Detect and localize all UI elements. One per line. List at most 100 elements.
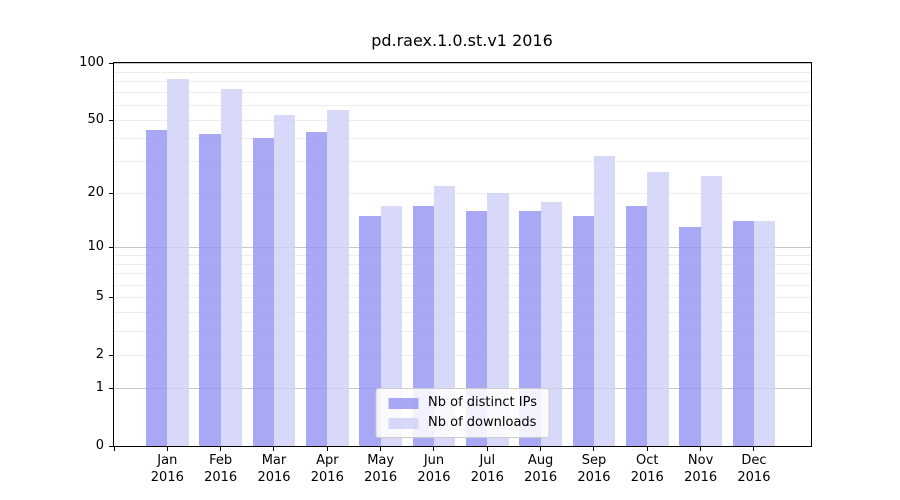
gridline-minor	[114, 137, 811, 139]
bar-downloads-feb	[220, 88, 242, 446]
x-tick-year: 2016	[577, 470, 611, 485]
x-tick-month: Oct	[636, 453, 659, 468]
bar-downloads-mar	[273, 114, 296, 446]
x-tick	[380, 447, 382, 451]
x-tick-month: May	[367, 453, 395, 468]
x-tick	[753, 447, 755, 451]
x-tick	[700, 447, 702, 451]
bar-distinct-ips-nov	[679, 226, 701, 446]
x-tick-label: Sep 2016	[554, 452, 634, 486]
x-tick	[433, 447, 435, 451]
x-tick-month: Sep	[581, 453, 607, 468]
bar-downloads-nov	[700, 175, 722, 446]
x-tick-year: 2016	[150, 470, 184, 485]
x-tick-year: 2016	[257, 470, 291, 485]
bar-distinct-ips-jun	[412, 206, 434, 446]
x-tick-year: 2016	[470, 470, 504, 485]
x-tick	[593, 447, 595, 451]
x-tick-label: Nov 2016	[661, 452, 741, 486]
x-tick-year: 2016	[417, 470, 451, 485]
bar-downloads-sep	[593, 155, 616, 446]
y-tick-label: 2	[95, 346, 104, 362]
legend-swatch-distinct-ips-icon	[388, 397, 419, 409]
x-tick-month: Nov	[687, 453, 714, 468]
x-tick	[540, 447, 542, 451]
x-tick	[273, 447, 275, 451]
gridline-minor	[114, 254, 811, 256]
y-tick-label: 10	[87, 239, 104, 254]
gridline-minor	[114, 71, 811, 73]
x-tick-label: Oct 2016	[607, 452, 687, 486]
bar-distinct-ips-aug	[519, 210, 541, 446]
x-tick-label: Dec 2016	[714, 452, 794, 486]
x-tick-year: 2016	[364, 470, 398, 485]
x-tick-year: 2016	[310, 470, 344, 485]
bar-distinct-ips-mar	[252, 137, 274, 446]
bar-downloads-jun	[433, 185, 456, 446]
x-tick-label: Aug 2016	[501, 452, 581, 486]
x-tick-month: Mar	[261, 453, 287, 468]
legend: Nb of distinct IPs Nb of downloads	[375, 388, 550, 438]
y-tick	[109, 446, 113, 447]
gridline-minor	[114, 297, 811, 299]
gridline-minor	[114, 263, 811, 265]
legend-item-downloads: Nb of downloads	[388, 416, 537, 430]
x-tick-label: Mar 2016	[234, 452, 314, 486]
bar-downloads-jan	[167, 79, 189, 446]
gridline-minor	[114, 354, 811, 356]
x-tick-month: Dec	[741, 453, 767, 468]
bar-distinct-ips-dec	[732, 221, 754, 446]
x-tick-label: Jan 2016	[127, 452, 207, 486]
plot-area: Nb of distinct IPs Nb of downloads	[113, 62, 812, 447]
x-tick-month: Aug	[527, 453, 554, 468]
x-tick	[486, 447, 488, 451]
chart-title: pd.raex.1.0.st.v1 2016	[371, 31, 553, 50]
bar-downloads-dec	[753, 221, 776, 446]
x-tick-month: Jul	[479, 453, 496, 468]
bar-downloads-aug	[540, 201, 562, 446]
x-tick-month: Jun	[423, 453, 445, 468]
bar-distinct-ips-sep	[572, 215, 594, 446]
x-tick	[326, 447, 328, 451]
gridline-minor	[114, 330, 811, 332]
legend-swatch-downloads-icon	[388, 417, 419, 429]
x-tick	[166, 447, 168, 451]
legend-label-downloads: Nb of downloads	[428, 415, 537, 430]
gridline-minor	[114, 81, 811, 83]
x-tick	[220, 447, 222, 451]
x-tick	[113, 447, 115, 451]
gridline-minor	[114, 119, 811, 121]
y-tick	[109, 63, 113, 64]
x-tick-label: Jun 2016	[394, 452, 474, 486]
gridline-major	[114, 63, 811, 64]
bar-distinct-ips-jan	[145, 130, 168, 446]
gridline-minor	[114, 92, 811, 94]
bar-downloads-may	[380, 206, 402, 446]
y-tick	[109, 193, 113, 195]
y-tick-label: 0	[95, 438, 104, 453]
x-tick-label: Apr 2016	[287, 452, 367, 486]
x-tick-year: 2016	[524, 470, 558, 485]
x-tick-year: 2016	[630, 470, 664, 485]
y-tick	[109, 297, 113, 299]
y-tick	[109, 119, 113, 121]
gridline-minor	[114, 104, 811, 106]
bar-distinct-ips-feb	[199, 133, 221, 446]
y-tick-label: 100	[79, 55, 104, 70]
y-tick-label: 1	[95, 380, 104, 396]
bar-downloads-jul	[487, 193, 509, 446]
bar-distinct-ips-oct	[625, 206, 648, 446]
x-tick-month: Apr	[316, 453, 339, 468]
x-tick-year: 2016	[684, 470, 718, 485]
y-tick	[109, 354, 113, 356]
legend-label-distinct-ips: Nb of distinct IPs	[428, 395, 537, 410]
gridline-minor	[114, 193, 811, 195]
x-tick	[646, 447, 648, 451]
gridline-minor	[114, 284, 811, 286]
gridline-minor	[114, 161, 811, 163]
gridline-minor	[114, 312, 811, 314]
x-tick-label: Jul 2016	[447, 452, 527, 486]
x-tick-year: 2016	[737, 470, 771, 485]
bar-downloads-oct	[647, 172, 669, 446]
